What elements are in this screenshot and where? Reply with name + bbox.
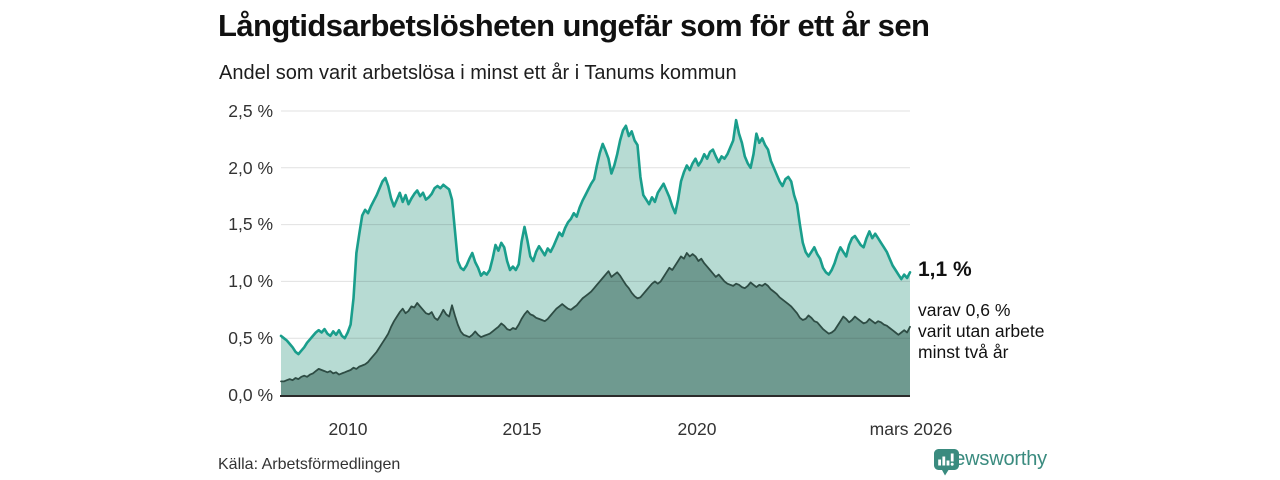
- annotation-line: varit utan arbete: [918, 321, 1045, 341]
- x-tick-label: 2015: [502, 419, 542, 439]
- chart-subtitle: Andel som varit arbetslösa i minst ett å…: [219, 62, 737, 84]
- secondary-value-annotation: varav 0,6 % varit utan arbete minst två …: [918, 300, 1044, 363]
- newsworthy-logo-text: Newsworthy: [940, 448, 1047, 470]
- x-tick-label: 2020: [677, 419, 717, 439]
- newsworthy-logo-icon: [934, 449, 959, 476]
- y-tick-label: 2,5 %: [228, 101, 273, 121]
- y-tick-label: 0,5 %: [228, 328, 273, 348]
- y-tick-label: 2,0 %: [228, 158, 273, 178]
- annotation-line: varav 0,6 %: [918, 300, 1011, 320]
- y-tick-label: 1,5 %: [228, 214, 273, 234]
- page-title: Långtidsarbetslösheten ungefär som för e…: [218, 8, 930, 43]
- latest-value-label: 1,1 %: [918, 258, 972, 281]
- annotation-line: minst två år: [918, 342, 1009, 362]
- source-note: Källa: Arbetsförmedlingen: [218, 456, 401, 473]
- y-tick-label: 1,0 %: [228, 271, 273, 291]
- newsworthy-branding: Newsworthy: [933, 448, 1047, 476]
- x-tick-label: 2010: [328, 419, 368, 439]
- y-tick-label: 0,0 %: [228, 385, 273, 405]
- x-tick-label: mars 2026: [869, 419, 953, 439]
